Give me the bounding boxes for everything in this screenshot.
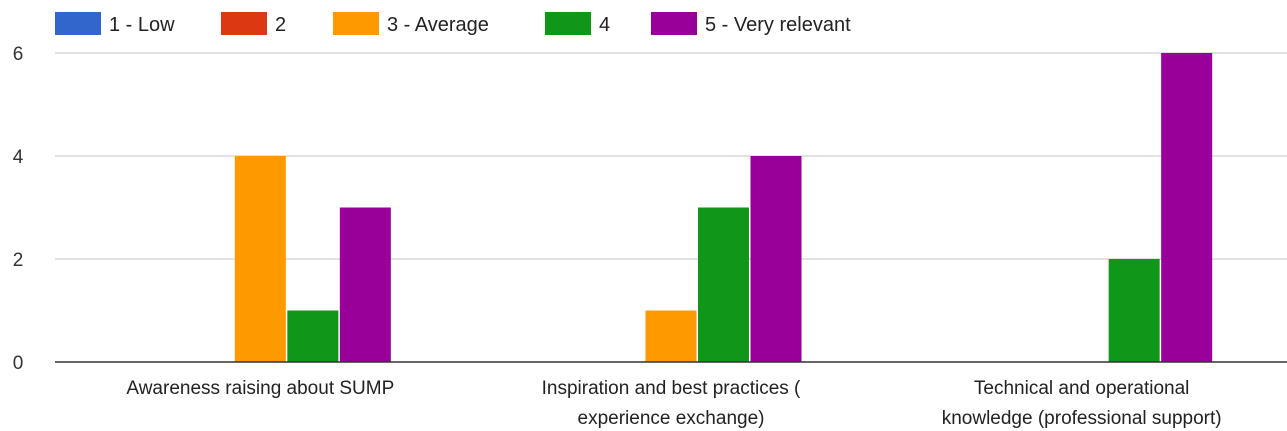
legend-swatch bbox=[545, 12, 591, 35]
legend-item-2: 2 bbox=[221, 12, 286, 36]
legend-swatch bbox=[651, 12, 697, 35]
bar-4-cat3 bbox=[1108, 259, 1160, 362]
legend-swatch bbox=[333, 12, 379, 35]
y-tick-label: 6 bbox=[13, 44, 24, 65]
legend-swatch bbox=[221, 12, 267, 35]
bar-3-average-cat2 bbox=[645, 310, 697, 362]
legend-swatch bbox=[55, 12, 101, 35]
y-tick-label: 2 bbox=[13, 250, 24, 271]
x-category-label: Inspiration and best practices ( bbox=[542, 378, 801, 399]
legend-item-1-low: 1 - Low bbox=[55, 12, 175, 36]
bar-5-very-relevant-cat2 bbox=[750, 156, 802, 362]
y-axis-ticks: 0 2 4 6 bbox=[13, 44, 24, 374]
bar-5-very-relevant-cat1 bbox=[339, 207, 391, 362]
x-category-label: experience exchange) bbox=[578, 408, 765, 429]
legend-label: 2 bbox=[275, 14, 286, 36]
legend-item-5-very-relevant: 5 - Very relevant bbox=[651, 12, 851, 36]
x-axis-category-labels: Awareness raising about SUMP Inspiration … bbox=[126, 378, 1221, 429]
x-category-label: Awareness raising about SUMP bbox=[126, 378, 394, 399]
bar-3-average-cat1 bbox=[234, 156, 286, 362]
legend-label: 4 bbox=[599, 14, 610, 36]
legend-item-4: 4 bbox=[545, 12, 610, 36]
bar-5-very-relevant-cat3 bbox=[1161, 53, 1213, 362]
bar-4-cat2 bbox=[698, 207, 749, 362]
bar-4-cat1 bbox=[287, 310, 339, 362]
legend-item-3-average: 3 - Average bbox=[333, 12, 489, 36]
legend-label: 1 - Low bbox=[109, 14, 175, 36]
x-category-label: knowledge (professional support) bbox=[942, 408, 1222, 429]
x-category-label: Technical and operational bbox=[974, 378, 1190, 399]
y-tick-label: 4 bbox=[13, 147, 24, 168]
chart-legend: 1 - Low 2 3 - Average 4 5 - Very relevant bbox=[55, 12, 851, 36]
legend-label: 5 - Very relevant bbox=[705, 14, 851, 36]
y-tick-label: 0 bbox=[13, 353, 24, 374]
legend-label: 3 - Average bbox=[387, 14, 489, 36]
bars bbox=[234, 53, 1213, 362]
